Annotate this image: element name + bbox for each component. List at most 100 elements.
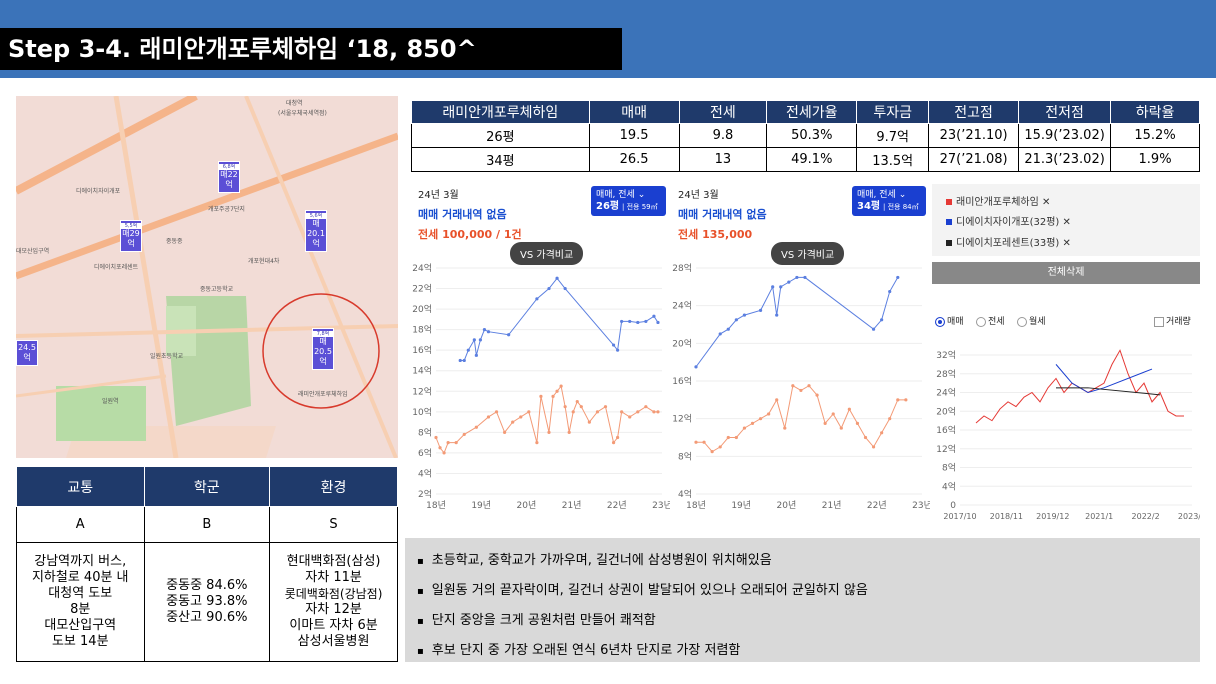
panel1-compare-button[interactable]: VS 가격비교 xyxy=(510,242,584,265)
data-point xyxy=(616,435,620,440)
data-point xyxy=(803,275,807,280)
checkbox-icon xyxy=(1154,316,1164,327)
data-point xyxy=(831,412,835,416)
data-point xyxy=(775,398,779,402)
series-line xyxy=(695,276,899,368)
data-point xyxy=(458,358,462,363)
data-point xyxy=(620,410,624,414)
x-tick-label: 2017/10 xyxy=(943,512,976,521)
y-tick-label: 4억 xyxy=(942,480,956,492)
data-point xyxy=(871,445,876,449)
y-tick-label: 8억 xyxy=(678,450,692,462)
x-tick-label: 18년 xyxy=(686,500,706,511)
series-line xyxy=(460,277,659,361)
data-point xyxy=(880,431,884,435)
table-row: 34평 26.5 13 49.1% 13.5억 27(’21.08) 21.3(… xyxy=(411,147,1200,172)
data-point xyxy=(555,276,559,280)
x-tick-label: 2019/12 xyxy=(1036,512,1069,521)
data-point xyxy=(507,333,511,337)
data-point xyxy=(486,330,491,334)
y-tick-label: 6억 xyxy=(418,447,432,459)
data-point xyxy=(519,415,523,419)
y-tick-label: 16억 xyxy=(672,375,692,387)
radio-icon xyxy=(976,316,986,327)
data-point xyxy=(595,410,600,414)
data-point xyxy=(656,410,660,414)
map-pin[interactable]: 5,5억 매29억 xyxy=(120,220,142,252)
map-label: 디에이치포레센트 xyxy=(94,264,139,271)
x-tick-label: 18년 xyxy=(426,500,446,511)
map-label: 일원역 xyxy=(102,398,119,405)
map-pin[interactable]: 6,8억 매22억 xyxy=(218,161,240,193)
data-point xyxy=(587,420,591,424)
data-point xyxy=(442,451,446,455)
data-point xyxy=(880,318,884,322)
map-label: 래미안개포루체하임 xyxy=(298,391,348,398)
data-point xyxy=(555,389,559,393)
delete-all-button[interactable]: 전체삭제 xyxy=(932,262,1200,284)
grade-cell: S xyxy=(269,506,398,543)
compare-legend-box xyxy=(932,184,1200,256)
panel2-compare-button[interactable]: VS 가격비교 xyxy=(771,242,845,265)
x-tick-label: 20년 xyxy=(777,500,797,511)
map-streets xyxy=(16,96,398,458)
legend-item[interactable]: 래미안개포루체하임 ✕ xyxy=(946,193,1050,208)
data-point xyxy=(718,445,722,449)
map-pin[interactable]: 7,8억 매20.5억 xyxy=(312,328,334,370)
map-view[interactable]: 6,8억 매22억 5,5억 매29억 5,6억 매20.1억 7,8억 매20… xyxy=(16,96,398,458)
data-point xyxy=(503,430,507,434)
data-point xyxy=(535,297,539,301)
legend-item[interactable]: 디에이치자이개포(32평) ✕ xyxy=(946,213,1071,228)
x-tick-label: 23년 xyxy=(912,500,930,511)
data-point xyxy=(767,412,771,416)
data-point xyxy=(742,313,747,317)
data-point xyxy=(575,399,579,404)
column-header: 하락율 xyxy=(1110,100,1200,124)
map-label: 중동고등학교 xyxy=(200,286,234,293)
panel2-date: 24년 3월 xyxy=(678,190,719,201)
map-pin[interactable]: 24.5억 xyxy=(16,340,38,366)
map-label: 디에이치자이개포 xyxy=(76,188,121,195)
page-title: Step 3-4. 래미안개포루체하임 ‘18, 850^ xyxy=(0,28,622,70)
data-point xyxy=(904,398,908,402)
series-line xyxy=(1055,364,1153,394)
data-point xyxy=(644,319,648,324)
radio-selected-icon xyxy=(935,316,945,327)
y-tick-label: 16억 xyxy=(936,424,956,436)
x-tick-label: 2018/11 xyxy=(990,512,1023,521)
data-point xyxy=(603,405,608,409)
radio-sale[interactable]: 매매 xyxy=(935,314,964,327)
data-point xyxy=(511,420,515,424)
y-tick-label: 10억 xyxy=(412,406,432,418)
legend-swatch xyxy=(946,240,952,246)
data-point xyxy=(628,319,632,324)
data-point xyxy=(888,289,892,294)
data-point xyxy=(656,320,660,325)
data-point xyxy=(702,440,706,444)
data-point xyxy=(726,327,730,331)
data-point xyxy=(567,430,571,434)
panel2-size-select[interactable]: 매매, 전세 ⌄ 34평 | 전용 84㎡ xyxy=(852,186,926,216)
map-pin[interactable]: 5,6억 매20.1억 xyxy=(305,210,327,252)
legend-item[interactable]: 디에이치포레센트(33평) ✕ xyxy=(946,234,1071,249)
column-header: 환경 xyxy=(269,466,398,507)
y-tick-label: 20억 xyxy=(412,303,432,315)
y-tick-label: 0 xyxy=(950,501,956,511)
data-point xyxy=(815,393,819,397)
data-point xyxy=(783,426,787,430)
data-point xyxy=(527,410,531,414)
data-point xyxy=(823,421,827,425)
map-label: 대청역 xyxy=(286,100,303,107)
data-point xyxy=(579,405,583,409)
note-item: 후보 단지 중 가장 오래된 연식 6년차 단지로 가장 저렴함 xyxy=(417,636,1200,666)
column-header: 매매 xyxy=(588,100,680,124)
radio-monthly[interactable]: 월세 xyxy=(1017,314,1046,327)
volume-checkbox[interactable]: 거래량 xyxy=(1154,314,1191,327)
panel2-no-trade: 매매 거래내역 없음 xyxy=(678,208,767,221)
data-point xyxy=(734,318,738,322)
panel1-size-select[interactable]: 매매, 전세 ⌄ 26평 | 전용 59㎡ xyxy=(591,186,666,216)
school-cell: 중동중 84.6% 중동고 93.8% 중산고 90.6% xyxy=(143,542,271,662)
radio-jeonse[interactable]: 전세 xyxy=(976,314,1005,327)
